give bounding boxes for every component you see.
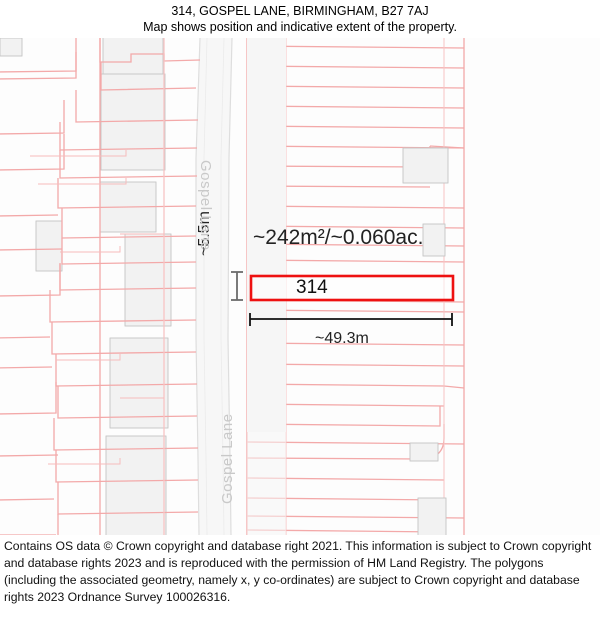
width-dimension-line — [249, 313, 453, 326]
road-gospel-lane — [195, 38, 233, 535]
building-footprints-left — [0, 38, 172, 535]
parcel-boundaries-left — [0, 38, 201, 535]
cadastral-map[interactable]: ~242m²/~0.060ac. 314 ~49.3m ~5.5m Gospel… — [0, 38, 600, 535]
map-vector-layer — [0, 38, 465, 535]
parcel-detail-lines-left — [30, 150, 164, 465]
highlighted-property-outline[interactable] — [249, 274, 455, 302]
page-subtitle: Map shows position and indicative extent… — [143, 20, 457, 34]
page-title: 314, GOSPEL LANE, BIRMINGHAM, B27 7AJ — [171, 4, 429, 18]
copyright-footer: Contains OS data © Crown copyright and d… — [0, 536, 600, 625]
copyright-text: Contains OS data © Crown copyright and d… — [4, 539, 592, 604]
page-header: 314, GOSPEL LANE, BIRMINGHAM, B27 7AJ Ma… — [0, 0, 600, 38]
height-dimension-bar — [231, 271, 243, 301]
